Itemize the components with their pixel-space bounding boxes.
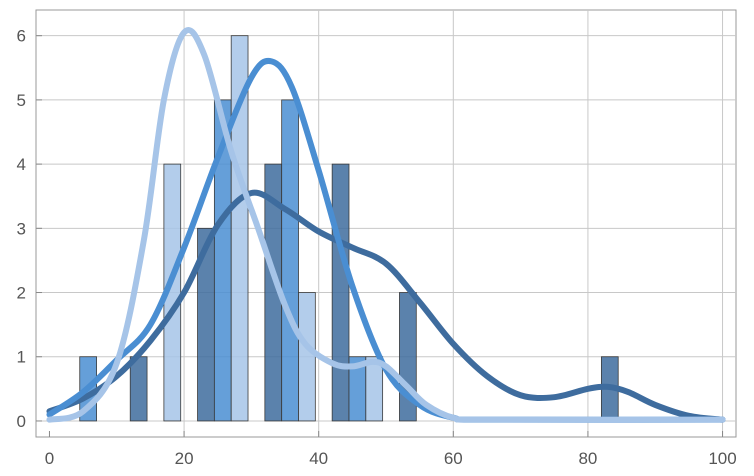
x-tick-label: 100 (708, 449, 736, 468)
histogram-bar-series-1 (129, 356, 148, 422)
y-tick-label: 4 (17, 155, 26, 174)
y-tick-label: 0 (17, 412, 26, 431)
x-tick-label: 0 (45, 449, 54, 468)
y-tick-label: 6 (17, 27, 26, 46)
y-axis: 0 1 2 3 4 5 6 (17, 27, 42, 431)
density-curve-series-1 (46, 189, 726, 423)
y-tick-label: 2 (17, 284, 26, 303)
histogram-bar-series-2 (281, 99, 299, 422)
density-curve-series-3 (46, 27, 726, 423)
histogram-bar-series-1 (331, 163, 350, 422)
y-tick-label: 5 (17, 91, 26, 110)
histogram-bar-series-3 (230, 35, 249, 422)
x-tick-label: 60 (444, 449, 463, 468)
x-axis: 0 20 40 60 80 100 (45, 431, 737, 468)
histogram-bar-series-3 (365, 356, 384, 422)
y-tick-label: 3 (17, 219, 26, 238)
y-tick-label: 1 (17, 348, 26, 367)
x-tick-label: 20 (175, 449, 194, 468)
histogram-bar-series-3 (298, 292, 316, 422)
x-tick-label: 80 (578, 449, 597, 468)
bars (79, 35, 619, 422)
curves (46, 27, 726, 423)
x-tick-label: 40 (309, 449, 328, 468)
